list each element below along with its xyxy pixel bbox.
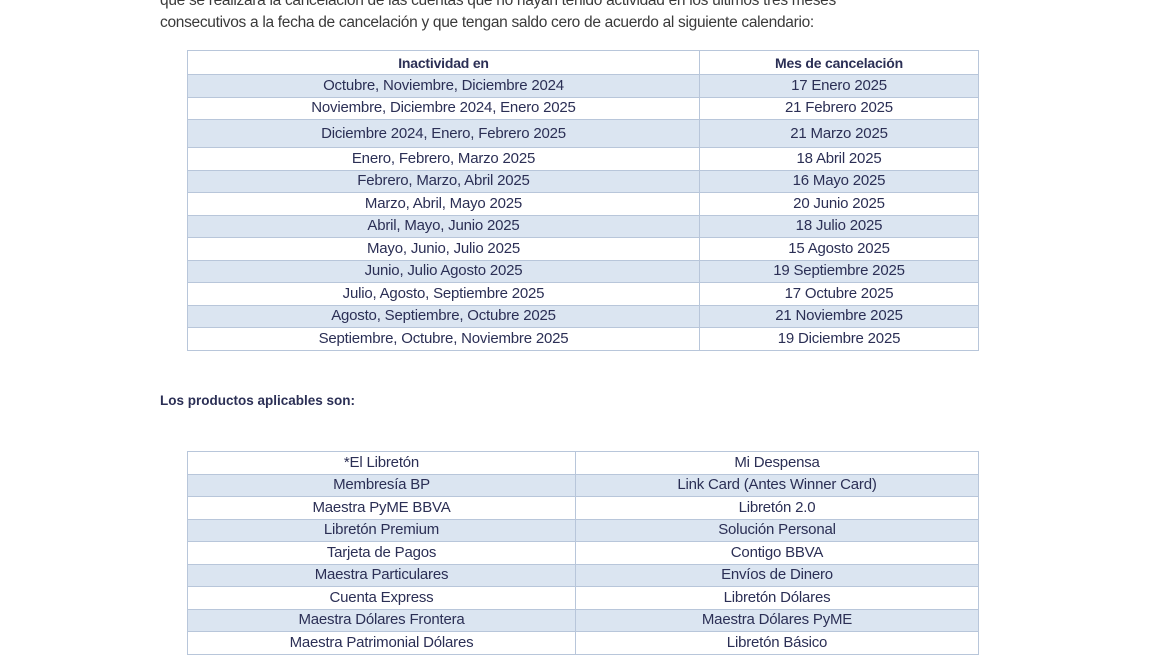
table-cell: Noviembre, Diciembre 2024, Enero 2025 xyxy=(187,96,700,120)
table-cell: Maestra Patrimonial Dólares xyxy=(187,631,576,655)
table-cell: Membresía BP xyxy=(187,473,576,497)
table-cell: Maestra Dólares Frontera xyxy=(187,608,576,632)
table-cell: Link Card (Antes Winner Card) xyxy=(575,473,979,497)
table-cell: Maestra Dólares PyME xyxy=(575,608,979,632)
table-cell: Libretón Premium xyxy=(187,518,576,542)
table-row: Abril, Mayo, Junio 2025 18 Julio 2025 xyxy=(187,214,979,238)
table-cell: Libretón Dólares xyxy=(575,586,979,610)
table-cell: Julio, Agosto, Septiembre 2025 xyxy=(187,282,700,306)
cancellation-calendar-table: Inactividad en Mes de cancelación Octubr… xyxy=(187,50,979,351)
table-cell: Diciembre 2024, Enero, Febrero 2025 xyxy=(187,119,700,148)
table-row: Tarjeta de Pagos Contigo BBVA xyxy=(187,541,979,565)
table-row: Maestra Patrimonial Dólares Libretón Bási… xyxy=(187,631,979,655)
table-row: Febrero, Marzo, Abril 2025 16 Mayo 2025 xyxy=(187,169,979,193)
table-cell: Febrero, Marzo, Abril 2025 xyxy=(187,169,700,193)
table-cell: Contigo BBVA xyxy=(575,541,979,565)
table-row: Marzo, Abril, Mayo 2025 20 Junio 2025 xyxy=(187,192,979,216)
table-cell: 17 Octubre 2025 xyxy=(699,282,979,306)
table-cell: 19 Septiembre 2025 xyxy=(699,259,979,283)
table-row: Noviembre, Diciembre 2024, Enero 2025 21 … xyxy=(187,96,979,120)
table-row: Octubre, Noviembre, Diciembre 2024 17 Ene… xyxy=(187,74,979,98)
table-row: Libretón Premium Solución Personal xyxy=(187,518,979,542)
table-row: Cuenta Express Libretón Dólares xyxy=(187,586,979,610)
table-cell: Cuenta Express xyxy=(187,586,576,610)
table-row: Mayo, Junio, Julio 2025 15 Agosto 2025 xyxy=(187,237,979,261)
table-cell: 17 Enero 2025 xyxy=(699,74,979,98)
table-cell: Mi Despensa xyxy=(575,451,979,475)
table-row: Diciembre 2024, Enero, Febrero 2025 21 Ma… xyxy=(187,119,979,148)
products-title: Los productos aplicables son: xyxy=(160,393,356,408)
intro-paragraph: que se realizará la cancelación de las c… xyxy=(160,0,1020,34)
table-cell: 16 Mayo 2025 xyxy=(699,169,979,193)
intro-line-1: que se realizará la cancelación de las c… xyxy=(160,0,836,9)
table-row: Agosto, Septiembre, Octubre 2025 21 Novie… xyxy=(187,304,979,328)
table-cell: Libretón Básico xyxy=(575,631,979,655)
table-cell: 19 Diciembre 2025 xyxy=(699,327,979,351)
table-cell: Libretón 2.0 xyxy=(575,496,979,520)
table-cell: 18 Julio 2025 xyxy=(699,214,979,238)
table-row: Maestra Particulares Envíos de Dinero xyxy=(187,563,979,587)
products-table: *El Libretón Mi Despensa Membresía BP Link … xyxy=(187,451,979,655)
table-row: Junio, Julio Agosto 2025 19 Septiembre 20… xyxy=(187,259,979,283)
table-cell: Agosto, Septiembre, Octubre 2025 xyxy=(187,304,700,328)
table-cell: Junio, Julio Agosto 2025 xyxy=(187,259,700,283)
table-cell: 21 Marzo 2025 xyxy=(699,119,979,148)
table-cell: Tarjeta de Pagos xyxy=(187,541,576,565)
table-cell: Septiembre, Octubre, Noviembre 2025 xyxy=(187,327,700,351)
table-cell: 18 Abril 2025 xyxy=(699,147,979,171)
table-row: Septiembre, Octubre, Noviembre 2025 19 Di… xyxy=(187,327,979,351)
table-cell: Maestra PyME BBVA xyxy=(187,496,576,520)
table-cell: 15 Agosto 2025 xyxy=(699,237,979,261)
table-cell: Octubre, Noviembre, Diciembre 2024 xyxy=(187,74,700,98)
table-cell: Envíos de Dinero xyxy=(575,563,979,587)
table-cell: Mayo, Junio, Julio 2025 xyxy=(187,237,700,261)
table-row: Maestra Dólares Frontera Maestra Dólares … xyxy=(187,608,979,632)
table-cell: Abril, Mayo, Junio 2025 xyxy=(187,214,700,238)
header-inactividad: Inactividad en xyxy=(187,50,700,75)
table-cell: Maestra Particulares xyxy=(187,563,576,587)
table-cell: 21 Febrero 2025 xyxy=(699,96,979,120)
table-cell: Enero, Febrero, Marzo 2025 xyxy=(187,147,700,171)
table-row: *El Libretón Mi Despensa xyxy=(187,451,979,475)
table-row: Enero, Febrero, Marzo 2025 18 Abril 2025 xyxy=(187,147,979,171)
table-row: Membresía BP Link Card (Antes Winner Card… xyxy=(187,473,979,497)
table-cell: 20 Junio 2025 xyxy=(699,192,979,216)
table-cell: *El Libretón xyxy=(187,451,576,475)
table-cell: 21 Noviembre 2025 xyxy=(699,304,979,328)
table-row: Julio, Agosto, Septiembre 2025 17 Octubre… xyxy=(187,282,979,306)
intro-line-2: consecutivos a la fecha de cancelación y… xyxy=(160,14,814,31)
table-header-row: Inactividad en Mes de cancelación xyxy=(187,50,979,75)
header-mes-cancelacion: Mes de cancelación xyxy=(699,50,979,75)
table-row: Maestra PyME BBVA Libretón 2.0 xyxy=(187,496,979,520)
table-cell: Solución Personal xyxy=(575,518,979,542)
table-cell: Marzo, Abril, Mayo 2025 xyxy=(187,192,700,216)
